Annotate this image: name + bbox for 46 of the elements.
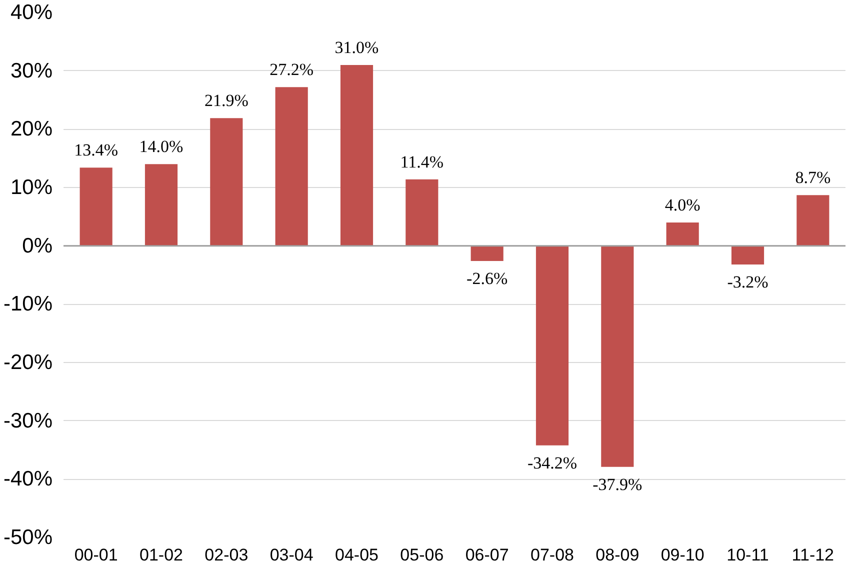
bar	[80, 168, 112, 246]
bar	[340, 65, 374, 246]
x-tick-label: 06-07	[465, 546, 509, 563]
x-tick-label: 01-02	[140, 546, 183, 563]
y-tick-label: -10%	[3, 292, 53, 316]
data-label: 31.0%	[334, 38, 379, 57]
data-label: -37.9%	[592, 474, 642, 494]
data-label: -3.2%	[727, 272, 768, 292]
bar	[275, 87, 308, 246]
y-tick-label: 10%	[10, 176, 52, 199]
bar	[210, 118, 243, 246]
bar	[406, 179, 438, 246]
data-label: -2.6%	[466, 269, 508, 288]
data-label: 4.0%	[664, 196, 700, 214]
bar	[666, 222, 699, 246]
x-tick-label: 07-08	[530, 546, 574, 563]
y-tick-label: -50%	[3, 526, 53, 549]
x-tick-label: 00-01	[74, 546, 118, 563]
x-tick-label: 05-06	[400, 546, 444, 563]
y-tick-label: -40%	[3, 468, 53, 491]
bar	[144, 164, 178, 246]
y-tick-label: -30%	[3, 409, 53, 432]
y-tick-label: 0%	[22, 234, 53, 258]
x-tick-label: 10-11	[726, 546, 769, 563]
x-tick-label: 09-10	[660, 546, 704, 563]
data-label: 8.7%	[795, 168, 831, 188]
x-tick-label: 11-12	[792, 546, 834, 563]
bar	[601, 246, 634, 467]
bar	[536, 246, 569, 446]
bar	[731, 246, 764, 264]
bar	[796, 195, 830, 246]
data-label: 11.4%	[400, 152, 444, 172]
bar	[470, 246, 504, 261]
y-tick-label: 20%	[10, 118, 52, 141]
data-label: 27.2%	[270, 60, 314, 80]
y-tick-label: 30%	[10, 59, 52, 82]
x-tick-label: 04-05	[335, 546, 378, 563]
x-tick-label: 08-09	[596, 546, 640, 563]
y-tick-label: 40%	[10, 1, 52, 24]
data-label: 14.0%	[139, 137, 184, 156]
data-label: 13.4%	[74, 140, 118, 160]
data-label: -34.2%	[527, 453, 578, 472]
x-tick-label: 02-03	[204, 546, 248, 563]
data-label: 21.9%	[204, 91, 248, 110]
x-tick-label: 03-04	[270, 546, 314, 563]
y-tick-label: -20%	[3, 351, 53, 374]
